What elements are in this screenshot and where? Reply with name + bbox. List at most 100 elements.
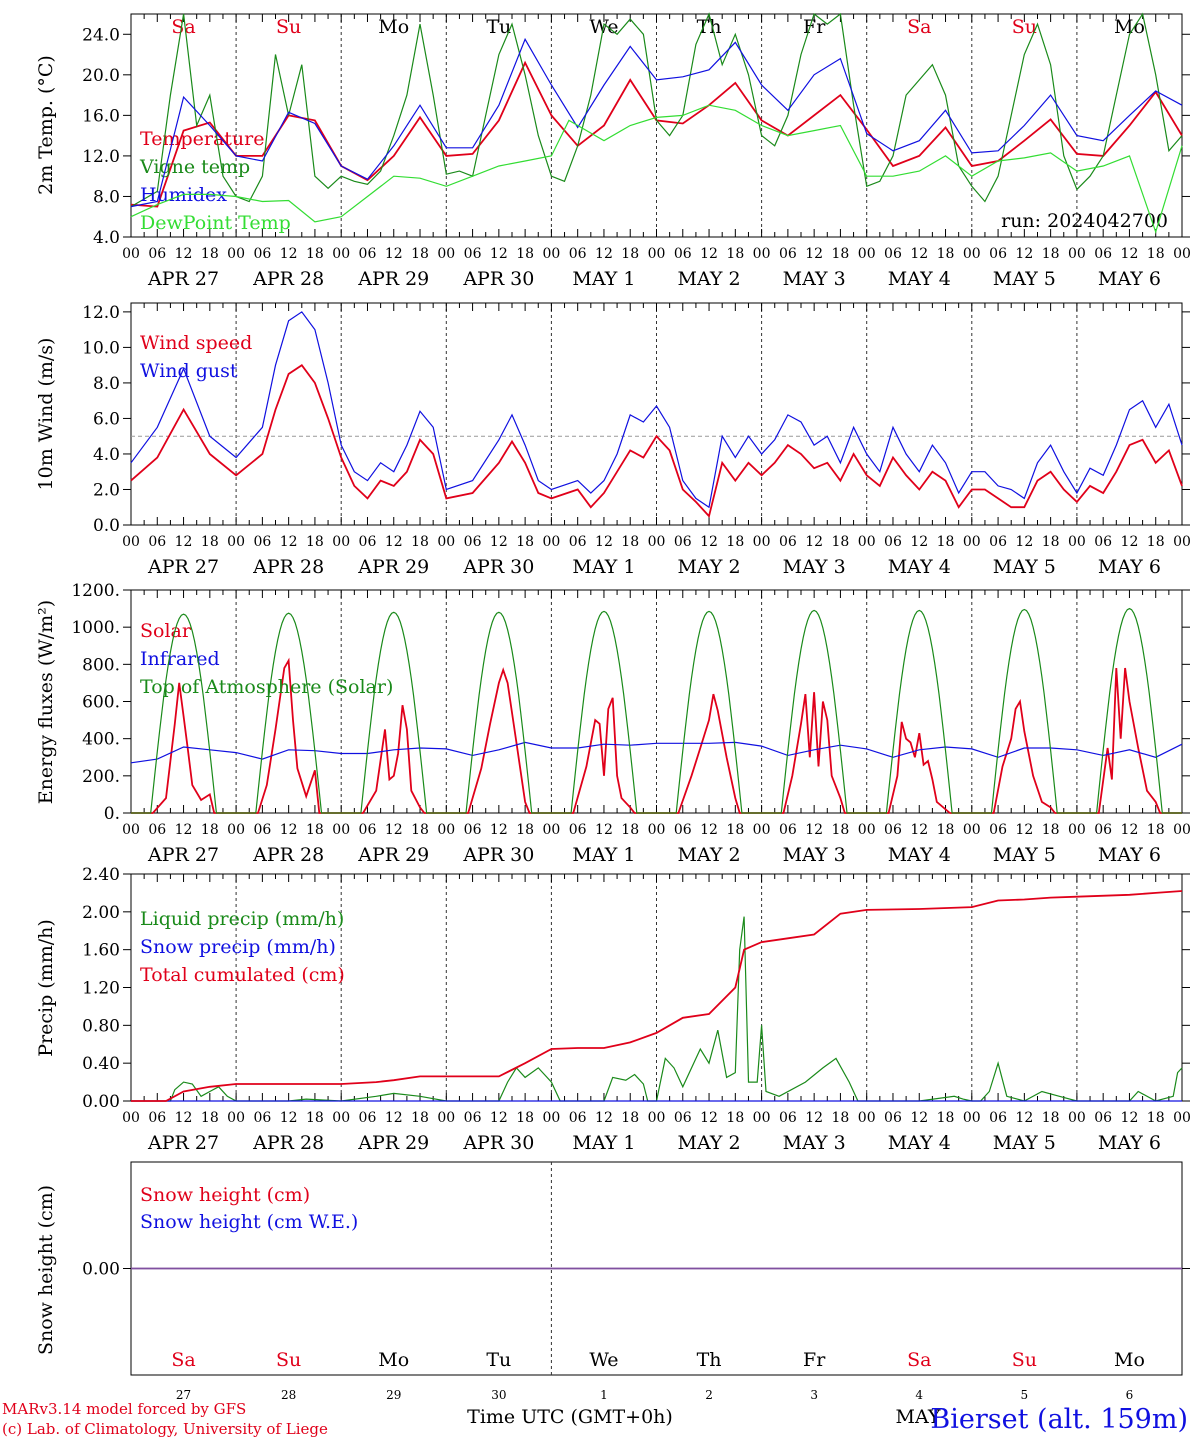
hour-label: 06 (989, 246, 1007, 262)
hour-label: 18 (516, 246, 534, 262)
day-number: 28 (281, 1388, 296, 1402)
hour-label: 18 (411, 1110, 429, 1126)
hour-label: 00 (542, 1110, 560, 1126)
day-label: MAY 1 (572, 556, 635, 578)
hour-label: 12 (175, 1110, 193, 1126)
hour-label: 06 (779, 1110, 797, 1126)
hour-label: 06 (359, 246, 377, 262)
hour-label: 18 (832, 246, 850, 262)
weekday-label: Th (697, 1349, 722, 1371)
hour-label: 12 (1121, 1110, 1139, 1126)
hour-label: 00 (1173, 246, 1191, 262)
plot-frame-2 (130, 589, 1183, 814)
weekday-label: Sa (907, 1349, 931, 1371)
hour-label: 06 (569, 1110, 587, 1126)
hour-label: 12 (1015, 1110, 1033, 1126)
y-tick-label: 1.20 (82, 979, 120, 999)
hour-label: 12 (700, 246, 718, 262)
day-label: APR 27 (147, 844, 219, 866)
legend-entry: Vigne temp (139, 156, 250, 178)
series-line-top-of-atmosphere-solar- (131, 607, 1182, 814)
hour-label: 06 (674, 534, 692, 550)
series-line-wind-speed (130, 363, 1183, 518)
hour-label: 12 (910, 246, 928, 262)
hour-label: 18 (306, 534, 324, 550)
hour-label: 18 (726, 822, 744, 838)
station-label: Bierset (alt. 159m) (930, 1404, 1188, 1435)
day-label: MAY 4 (888, 268, 951, 290)
credit-line-1: MARv3.14 model forced by GFS (2, 1400, 246, 1418)
hour-label: 00 (227, 822, 245, 838)
day-number: 29 (386, 1388, 401, 1402)
day-label: APR 28 (252, 844, 324, 866)
hour-label: 18 (411, 822, 429, 838)
y-tick-label: 8.0 (93, 187, 120, 207)
y-tick-label: 1.60 (82, 941, 120, 961)
hour-label: 06 (779, 534, 797, 550)
hour-label: 18 (306, 1110, 324, 1126)
y-tick-label: 1200. (71, 581, 120, 601)
day-label: MAY 5 (993, 556, 1056, 578)
y-axis-title: 10m Wind (m/s) (35, 338, 57, 491)
hour-label: 12 (595, 246, 613, 262)
hour-label: 00 (648, 246, 666, 262)
day-label: MAY 3 (783, 844, 846, 866)
hour-label: 12 (385, 1110, 403, 1126)
hour-label: 06 (464, 1110, 482, 1126)
legend-entry: Top of Atmosphere (Solar) (140, 676, 393, 698)
hour-label: 12 (910, 534, 928, 550)
hour-label: 18 (1042, 822, 1060, 838)
hour-label: 00 (858, 1110, 876, 1126)
hour-label: 06 (779, 822, 797, 838)
day-label: MAY 5 (993, 268, 1056, 290)
weekday-label: Su (276, 16, 301, 38)
hour-label: 12 (700, 1110, 718, 1126)
hour-label: 18 (1147, 534, 1165, 550)
day-label: MAY 3 (783, 556, 846, 578)
weekday-label: Su (1012, 16, 1037, 38)
hour-label: 00 (648, 822, 666, 838)
hour-label: 06 (464, 534, 482, 550)
weekday-label: Sa (171, 1349, 195, 1371)
hour-label: 06 (779, 246, 797, 262)
day-label: APR 30 (462, 268, 534, 290)
weekday-label: Sa (171, 16, 195, 38)
hour-label: 12 (490, 534, 508, 550)
y-tick-label: 12.0 (82, 147, 120, 167)
hour-label: 00 (963, 822, 981, 838)
y-tick-label: 0.80 (82, 1016, 120, 1036)
hour-label: 18 (621, 1110, 639, 1126)
hour-label: 18 (937, 246, 955, 262)
y-axis-title: 2m Temp. (°C) (35, 55, 57, 195)
hour-label: 12 (280, 1110, 298, 1126)
day-label: APR 27 (147, 1132, 219, 1154)
legend-entry: Wind gust (140, 360, 238, 382)
weekday-label: We (589, 1349, 618, 1371)
hour-label: 06 (253, 534, 271, 550)
weekday-label: Fr (803, 16, 826, 38)
hour-label: 00 (963, 1110, 981, 1126)
hour-label: 12 (1121, 246, 1139, 262)
hour-label: 12 (805, 1110, 823, 1126)
hour-label: 06 (1094, 1110, 1112, 1126)
hour-label: 12 (700, 534, 718, 550)
hour-label: 06 (884, 534, 902, 550)
hour-label: 18 (621, 534, 639, 550)
hour-label: 06 (464, 822, 482, 838)
hour-label: 00 (1068, 534, 1086, 550)
hour-label: 00 (648, 534, 666, 550)
hour-label: 18 (1147, 246, 1165, 262)
hour-label: 00 (332, 822, 350, 838)
y-tick-label: 0.0 (93, 516, 120, 536)
day-label: MAY 2 (678, 556, 741, 578)
hour-label: 06 (148, 1110, 166, 1126)
hour-label: 18 (937, 822, 955, 838)
hour-label: 18 (726, 246, 744, 262)
hour-label: 12 (490, 246, 508, 262)
hour-label: 00 (648, 1110, 666, 1126)
hour-label: 18 (1042, 1110, 1060, 1126)
hour-label: 06 (359, 822, 377, 838)
hour-label: 00 (437, 246, 455, 262)
hour-label: 00 (122, 246, 140, 262)
legend-entry: DewPoint Temp (140, 212, 291, 234)
